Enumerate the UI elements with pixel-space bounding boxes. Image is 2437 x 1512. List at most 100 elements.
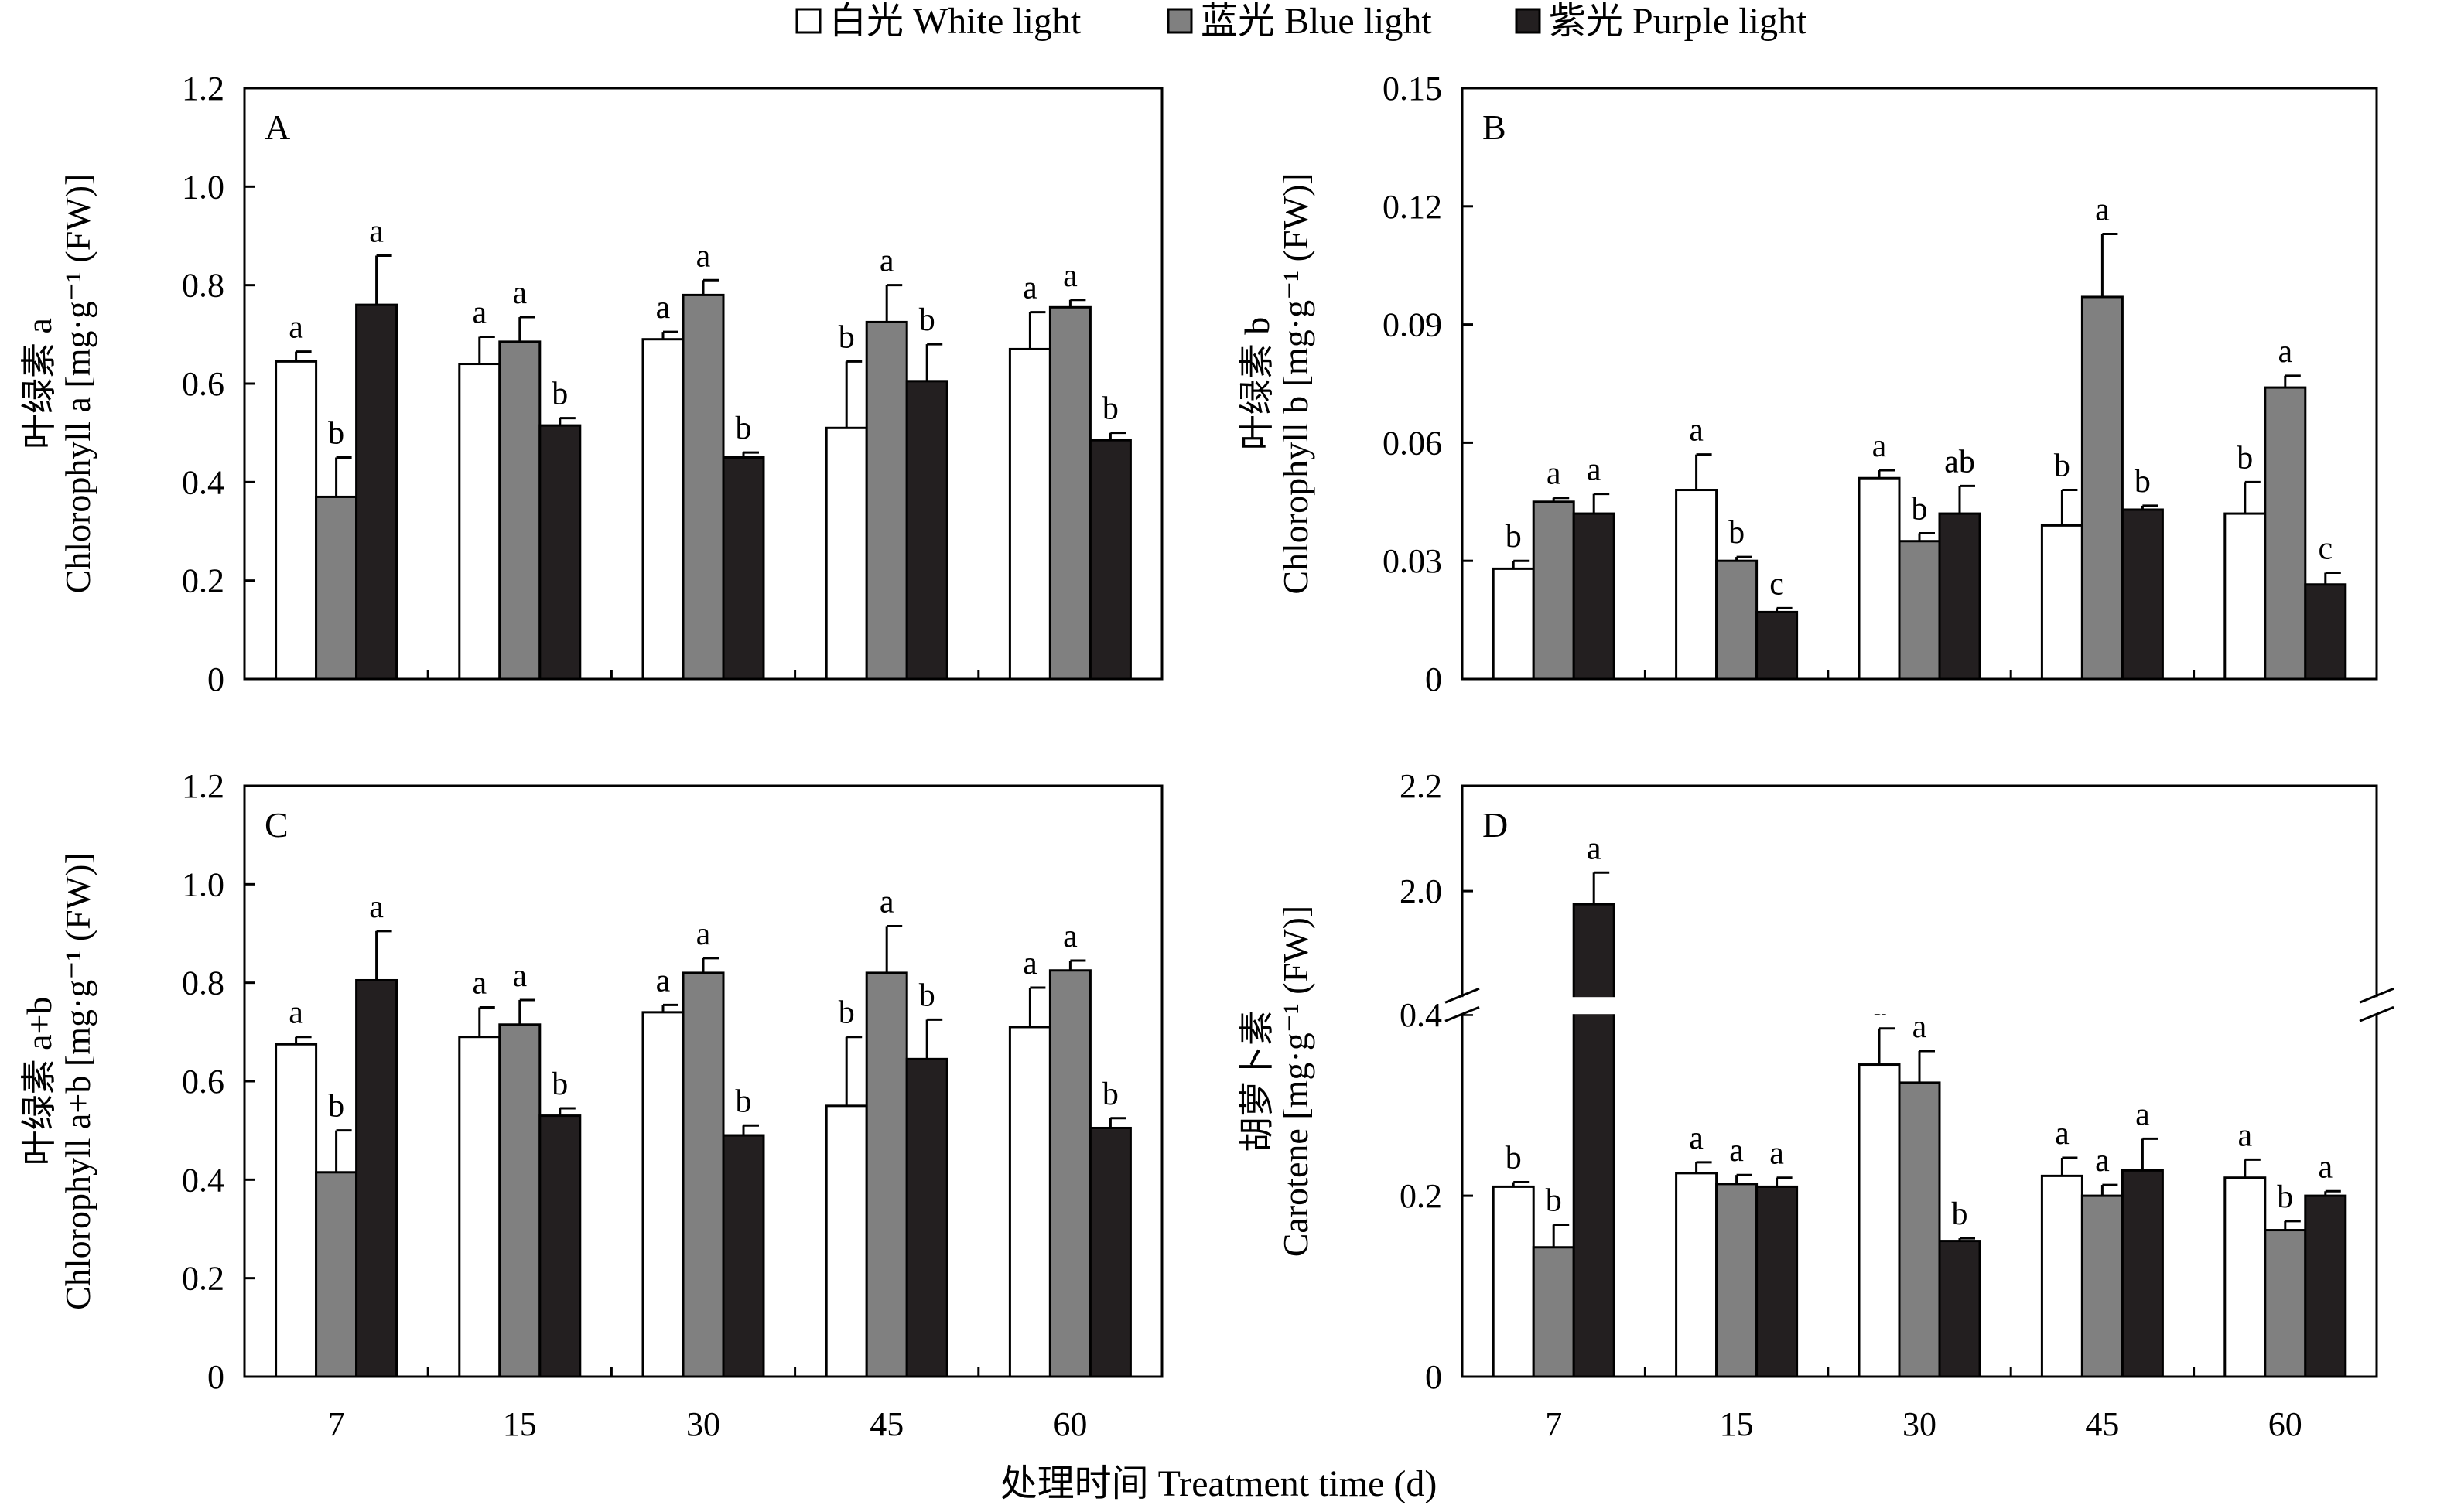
- y-tick-label: 2.2: [1400, 767, 1442, 805]
- significance-label: a: [2135, 1097, 2150, 1132]
- bar: [1715, 559, 1759, 681]
- bar: [1938, 512, 1981, 681]
- y-axis-title-en: Chlorophyll b [mg·g⁻¹ (FW)]: [1276, 172, 1315, 594]
- significance-label: a: [880, 884, 894, 920]
- bar: [825, 426, 868, 681]
- significance-label: a: [512, 275, 527, 311]
- bar: [865, 320, 908, 681]
- y-tick-label: 1.0: [182, 865, 224, 903]
- bar: [1492, 567, 1535, 681]
- significance-label: a: [369, 213, 384, 249]
- y-tick-label: 0.4: [1400, 996, 1442, 1034]
- x-tick-label: 60: [1053, 1405, 1087, 1443]
- significance-label: a: [1729, 1133, 1744, 1169]
- bar: [865, 971, 908, 1378]
- bar: [1938, 1240, 1981, 1378]
- bar: [2040, 1174, 2083, 1378]
- significance-label: a: [2318, 1149, 2333, 1185]
- axis-break-mark: [2359, 1005, 2394, 1022]
- legend-swatch-purple: [1515, 8, 1541, 34]
- bar: [498, 340, 542, 681]
- y-tick-label: 2.0: [1400, 872, 1442, 910]
- bar: [1755, 1185, 1799, 1378]
- bar: [1532, 1246, 1575, 1378]
- y-axis-title-cn: 胡萝卜素: [1237, 1010, 1277, 1152]
- x-tick-label: 45: [2085, 1405, 2119, 1443]
- bar: [2121, 508, 2164, 681]
- bar: [1048, 969, 1092, 1378]
- significance-label: b: [552, 377, 568, 412]
- y-tick-label: 0.6: [182, 365, 224, 403]
- y-tick-label: 0.06: [1383, 424, 1442, 462]
- axis-break-mark: [1444, 987, 1480, 1004]
- significance-label: b: [328, 1089, 344, 1125]
- y-tick-label: 0.4: [182, 463, 224, 501]
- significance-label: b: [1102, 1077, 1119, 1112]
- bar: [458, 363, 501, 681]
- bar: [538, 1114, 582, 1378]
- bar: [1532, 500, 1575, 681]
- y-tick-label: 0: [207, 660, 224, 698]
- axis-break-gap: [1439, 997, 2400, 1015]
- y-tick-label: 0.03: [1383, 542, 1442, 580]
- significance-label: a: [1023, 946, 1037, 981]
- x-tick-label: 45: [870, 1405, 904, 1443]
- legend-label-blue: 蓝光 Blue light: [1201, 1, 1432, 42]
- bar: [1675, 1172, 1718, 1378]
- bar: [1858, 476, 1901, 681]
- legend-swatch-white: [795, 8, 822, 34]
- x-tick-label: 60: [2268, 1405, 2302, 1443]
- bar: [641, 1011, 685, 1378]
- bar: [538, 424, 582, 681]
- significance-label: a: [696, 238, 711, 274]
- y-tick-label: 0.2: [1400, 1177, 1442, 1215]
- panel-d: 00.20.42.02.27bba15aaa30aab45aaa60abaD胡萝…: [1237, 767, 2400, 1443]
- significance-label: b: [1506, 1141, 1522, 1176]
- significance-label: a: [2278, 334, 2292, 370]
- legend-item-blue: 蓝光 Blue light: [1167, 1, 1432, 42]
- significance-label: b: [2237, 440, 2253, 476]
- bar: [1089, 1126, 1132, 1378]
- y-tick-label: 0.12: [1383, 188, 1442, 226]
- bar: [641, 338, 685, 681]
- bar: [2304, 583, 2347, 681]
- panel-label: A: [265, 108, 290, 147]
- significance-label: b: [1506, 519, 1522, 555]
- significance-label: b: [1102, 391, 1119, 427]
- significance-label: a: [1063, 258, 1078, 294]
- y-tick-label: 0.2: [182, 562, 224, 600]
- bar: [1089, 439, 1132, 681]
- significance-label: b: [839, 995, 855, 1031]
- legend: 白光 White light 蓝光 Blue light 紫光 Purple l…: [795, 1, 1807, 42]
- significance-label: c: [2318, 531, 2333, 566]
- bar: [2080, 295, 2124, 681]
- bar: [1715, 1183, 1759, 1378]
- bar: [458, 1036, 501, 1378]
- y-tick-label: 0.09: [1383, 306, 1442, 344]
- bar: [1048, 305, 1092, 681]
- bar: [722, 456, 765, 681]
- significance-label: b: [1728, 515, 1745, 551]
- bar: [498, 1023, 542, 1378]
- significance-label: a: [1769, 1136, 1784, 1172]
- bar: [1675, 489, 1718, 681]
- x-tick-label: 15: [1720, 1405, 1754, 1443]
- bar: [825, 1104, 868, 1378]
- bar: [2223, 1176, 2267, 1378]
- significance-label: b: [736, 1084, 752, 1119]
- significance-label: a: [2095, 1143, 2110, 1179]
- bar: [355, 978, 398, 1378]
- bar: [275, 1043, 318, 1378]
- bar: [1898, 540, 1941, 681]
- bar: [905, 1057, 948, 1378]
- significance-label: a: [1689, 1121, 1704, 1156]
- significance-label: c: [1769, 566, 1784, 602]
- significance-label: a: [696, 916, 711, 952]
- significance-label: a: [1547, 456, 1561, 492]
- significance-label: b: [1912, 492, 1928, 527]
- bar: [1755, 610, 1799, 681]
- x-axis-title: 处理时间 Treatment time (d): [1000, 1463, 1437, 1504]
